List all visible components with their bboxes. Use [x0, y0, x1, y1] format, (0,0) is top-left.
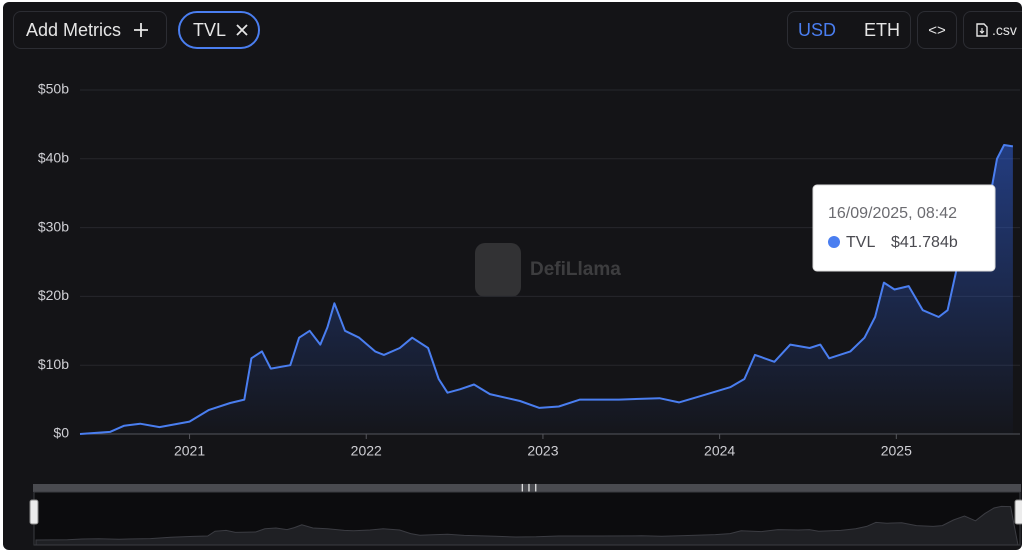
csv-button[interactable]: .csv: [963, 11, 1022, 49]
y-tick-label: $30b: [38, 218, 69, 234]
add-metrics-label: Add Metrics: [26, 19, 122, 40]
brush-bar: [33, 484, 1021, 492]
chart-panel: Add Metrics TVL USD ETH <> .csv DefiLlam…: [3, 2, 1022, 550]
tooltip-series: TVL: [846, 234, 875, 251]
watermark: DefiLlama: [475, 243, 621, 297]
brush-grip: ❙❙❙: [519, 483, 539, 492]
currency-eth[interactable]: ETH: [864, 19, 900, 40]
csv-label: .csv: [992, 22, 1017, 38]
plot: [79, 144, 1014, 435]
tooltip-title: 16/09/2025, 08:42: [828, 205, 957, 222]
x-tick-label: 2025: [881, 443, 912, 459]
embed-label: <>: [928, 21, 946, 39]
x-tick-label: 2022: [351, 443, 382, 459]
metric-chip-label: TVL: [193, 19, 227, 40]
tooltip: 16/09/2025, 08:42 TVL $41.784b: [812, 184, 996, 272]
x-tick-label: 2021: [174, 443, 205, 459]
remove-icon[interactable]: [235, 23, 249, 37]
currency-usd[interactable]: USD: [798, 19, 837, 40]
add-metrics-button[interactable]: Add Metrics: [13, 11, 167, 49]
y-tick-label: $20b: [38, 287, 69, 303]
line: [79, 144, 1014, 435]
tooltip-value: $41.784b: [891, 234, 958, 251]
metric-chip[interactable]: TVL: [178, 11, 260, 49]
brush-handle[interactable]: [29, 499, 39, 525]
brush-handle[interactable]: [1014, 499, 1022, 525]
embed-button[interactable]: <>: [917, 11, 957, 49]
y-tick-label: $10b: [38, 356, 69, 372]
y-tick-label: $0: [53, 425, 69, 441]
brush-line: [35, 505, 1019, 546]
x-tick-label: 2023: [527, 443, 558, 459]
watermark-text: DefiLlama: [530, 259, 621, 280]
tooltip-box: [812, 184, 996, 272]
tooltip-dot: [828, 236, 840, 248]
file-icon: [976, 23, 988, 37]
y-tick-label: $40b: [38, 150, 69, 166]
currency-toggle: USD ETH: [787, 11, 911, 49]
area: [80, 145, 1013, 434]
x-tick-label: 2024: [704, 443, 735, 459]
chart: DefiLlama $0 $10b $20b $30b $40b $50b 2021 2022…: [29, 81, 1022, 546]
plus-icon: [134, 23, 149, 37]
y-tick-label: $50b: [38, 81, 69, 97]
